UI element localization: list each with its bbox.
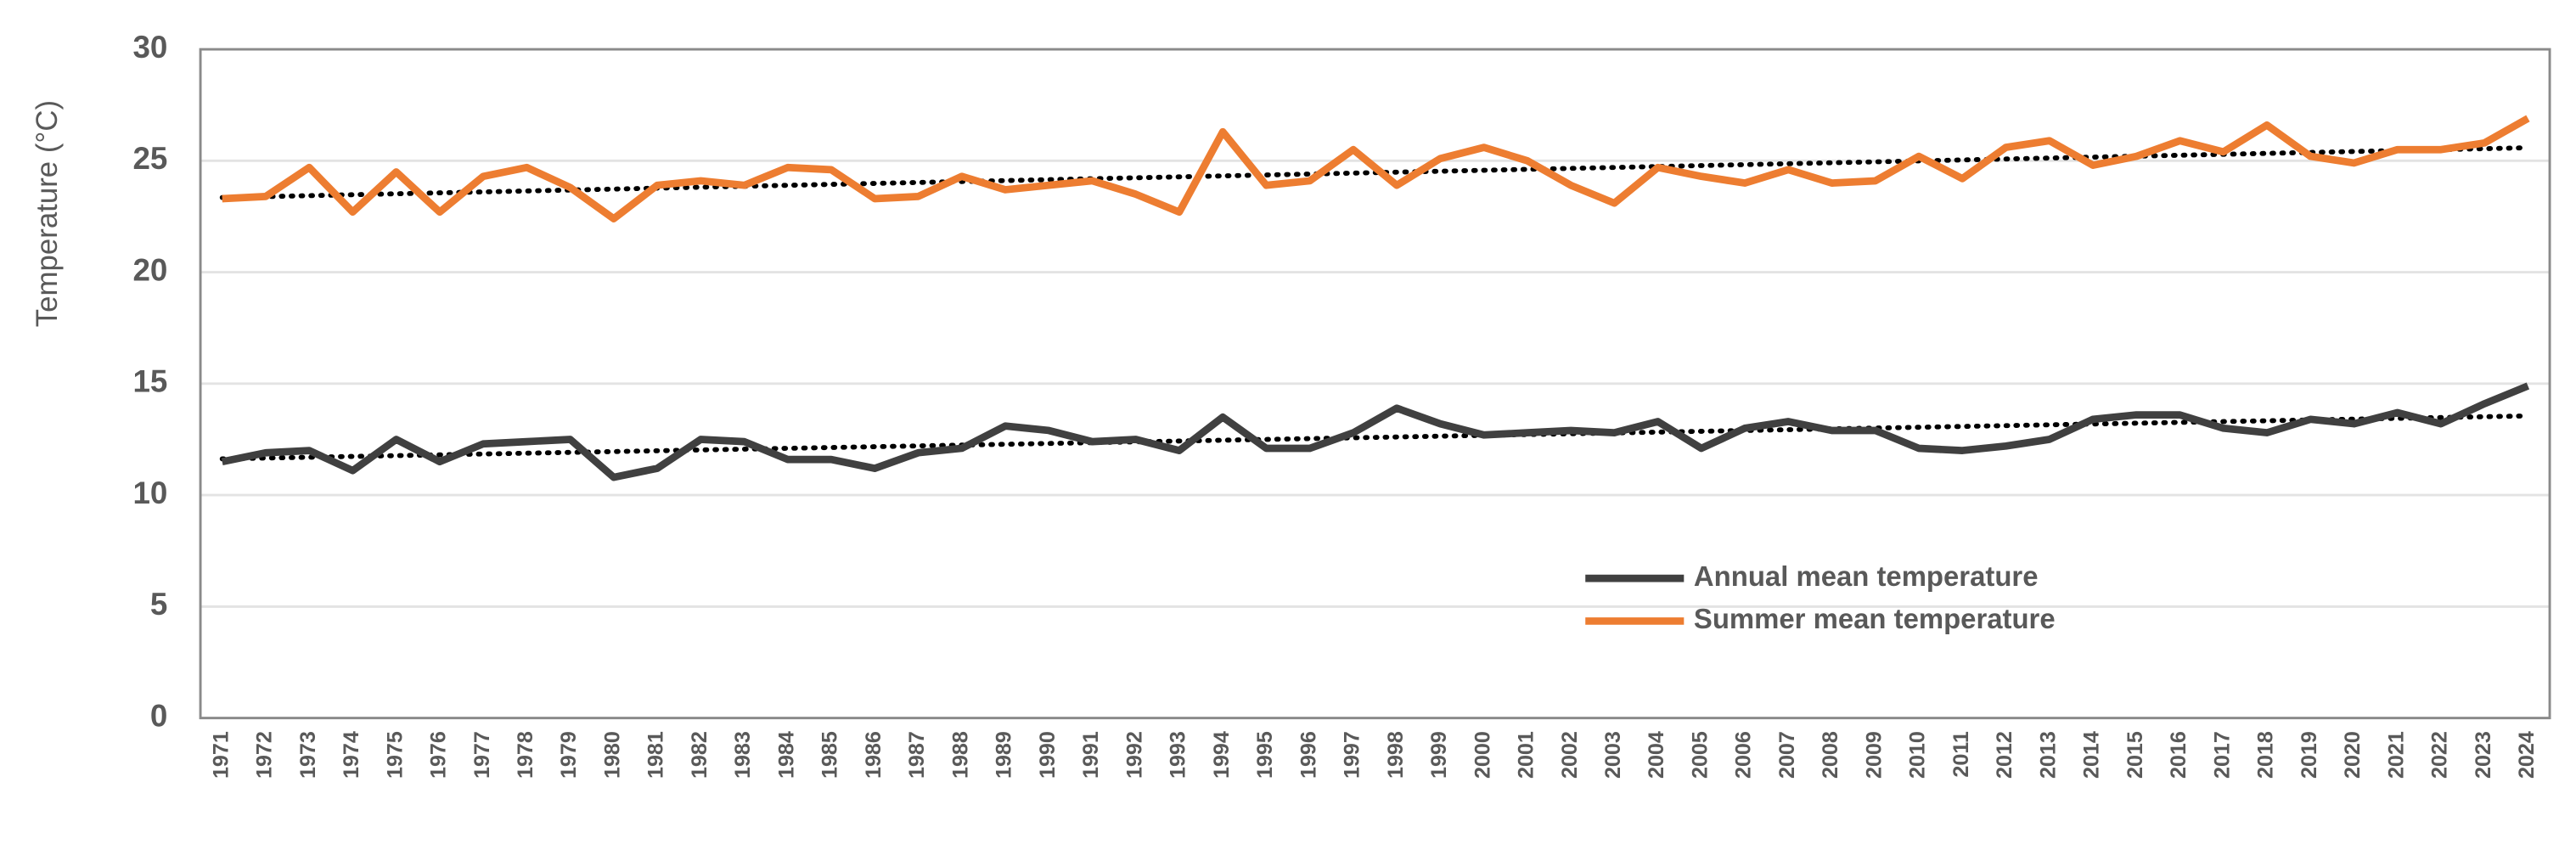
x-tick-label: 2014 — [2080, 731, 2104, 779]
y-tick-label: 25 — [132, 141, 167, 176]
x-tick-label: 2008 — [1819, 731, 1842, 779]
x-tick-label: 1985 — [818, 731, 842, 779]
trendline — [219, 413, 2531, 462]
x-tick-label: 1987 — [905, 731, 929, 779]
x-tick-label: 2018 — [2254, 731, 2278, 779]
y-axis-label: Temperature (°C) — [31, 100, 64, 327]
x-tick-label: 1980 — [600, 731, 624, 779]
x-tick-label: 2024 — [2515, 731, 2539, 779]
x-tick-label: 1997 — [1341, 731, 1364, 779]
y-tick-label: 20 — [132, 252, 167, 287]
x-tick-label: 2020 — [2341, 731, 2365, 779]
x-tick-label: 1973 — [296, 731, 320, 779]
x-tick-label: 1971 — [209, 731, 233, 779]
x-tick-label: 1993 — [1167, 731, 1190, 779]
legend-label: Summer mean temperature — [1694, 603, 2056, 634]
y-tick-label: 30 — [132, 30, 167, 65]
x-tick-label: 2002 — [1558, 731, 1582, 779]
y-tick-label: 15 — [132, 364, 167, 399]
x-tick-label: 2000 — [1471, 731, 1494, 779]
x-tick-label: 1998 — [1384, 731, 1408, 779]
x-tick-label: 1996 — [1296, 731, 1320, 779]
y-tick-label: 0 — [150, 698, 167, 733]
x-tick-label: 2006 — [1732, 731, 1756, 779]
x-tick-label: 1984 — [774, 731, 798, 779]
x-tick-label: 2017 — [2210, 731, 2234, 779]
x-tick-label: 1994 — [1210, 731, 1234, 779]
x-tick-label: 2022 — [2428, 731, 2452, 779]
x-tick-label: 1992 — [1122, 731, 1146, 779]
x-tick-label: 2015 — [2123, 731, 2147, 779]
x-tick-label: 2001 — [1515, 731, 1538, 779]
x-tick-label: 2011 — [1949, 731, 1973, 778]
x-tick-label: 1995 — [1253, 731, 1277, 779]
x-tick-label: 1999 — [1427, 731, 1451, 779]
x-tick-label: 1978 — [514, 731, 537, 779]
x-tick-label: 2009 — [1862, 731, 1886, 779]
x-tick-label: 1991 — [1079, 731, 1103, 779]
x-tick-label: 1972 — [253, 731, 277, 779]
x-tick-label: 2023 — [2472, 731, 2495, 779]
x-tick-label: 2013 — [2036, 731, 2060, 779]
x-tick-label: 1974 — [340, 731, 363, 779]
x-tick-label: 2019 — [2298, 731, 2321, 779]
x-tick-label: 2005 — [1688, 731, 1712, 779]
x-tick-label: 2010 — [1906, 731, 1930, 779]
data-line — [222, 115, 2530, 222]
x-tick-label: 2003 — [1601, 731, 1625, 779]
x-tick-label: 2004 — [1645, 731, 1668, 779]
x-tick-label: 2012 — [1993, 731, 2016, 779]
x-tick-label: 1975 — [383, 731, 407, 779]
y-tick-label: 5 — [150, 587, 167, 622]
x-tick-label: 1988 — [948, 731, 972, 779]
x-tick-label: 1982 — [688, 731, 711, 779]
x-tick-label: 1983 — [731, 731, 755, 779]
x-tick-label: 2007 — [1775, 731, 1799, 779]
x-tick-label: 1989 — [993, 731, 1016, 779]
x-tick-label: 1990 — [1036, 731, 1060, 779]
x-tick-label: 1979 — [557, 731, 581, 779]
plot-border — [199, 48, 2551, 720]
x-tick-label: 1976 — [427, 731, 451, 779]
legend-label: Annual mean temperature — [1694, 560, 2039, 592]
x-tick-label: 2021 — [2384, 731, 2408, 779]
x-tick-label: 1986 — [862, 731, 886, 779]
x-tick-label: 2016 — [2167, 731, 2191, 779]
data-line — [221, 382, 2530, 481]
y-tick-label: 10 — [132, 476, 167, 510]
x-tick-label: 1981 — [644, 731, 668, 779]
x-tick-label: 1977 — [470, 731, 494, 779]
